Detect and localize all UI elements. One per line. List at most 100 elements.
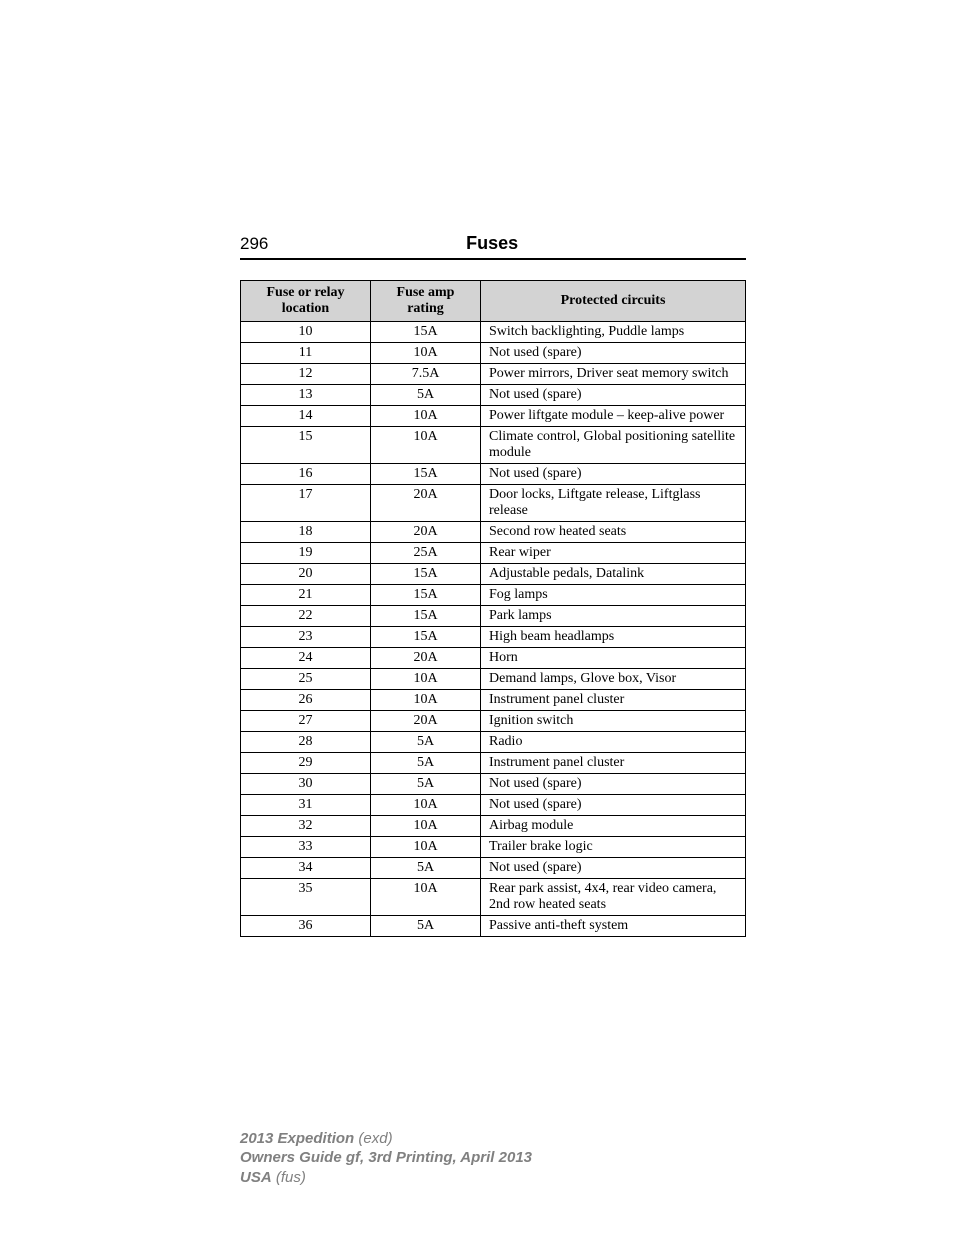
table-row: 1720ADoor locks, Liftgate release, Liftg… <box>241 485 746 522</box>
cell-rating: 10A <box>371 837 481 858</box>
cell-rating: 10A <box>371 879 481 916</box>
cell-location: 10 <box>241 322 371 343</box>
cell-location: 24 <box>241 648 371 669</box>
cell-rating: 10A <box>371 427 481 464</box>
cell-circuits: Not used (spare) <box>481 795 746 816</box>
cell-location: 17 <box>241 485 371 522</box>
cell-location: 28 <box>241 732 371 753</box>
table-row: 3510ARear park assist, 4x4, rear video c… <box>241 879 746 916</box>
cell-rating: 10A <box>371 690 481 711</box>
cell-rating: 20A <box>371 485 481 522</box>
table-row: 1615ANot used (spare) <box>241 464 746 485</box>
cell-location: 26 <box>241 690 371 711</box>
cell-location: 25 <box>241 669 371 690</box>
col-header-location-line2: location <box>282 301 329 316</box>
table-row: 2315AHigh beam headlamps <box>241 627 746 648</box>
cell-location: 34 <box>241 858 371 879</box>
cell-location: 30 <box>241 774 371 795</box>
cell-rating: 10A <box>371 406 481 427</box>
cell-location: 14 <box>241 406 371 427</box>
table-row: 2720AIgnition switch <box>241 711 746 732</box>
cell-circuits: Horn <box>481 648 746 669</box>
cell-circuits: Radio <box>481 732 746 753</box>
table-row: 1820ASecond row heated seats <box>241 522 746 543</box>
cell-circuits: High beam headlamps <box>481 627 746 648</box>
table-row: 3310ATrailer brake logic <box>241 837 746 858</box>
table-row: 1510AClimate control, Global positioning… <box>241 427 746 464</box>
cell-circuits: Instrument panel cluster <box>481 690 746 711</box>
cell-circuits: Airbag module <box>481 816 746 837</box>
cell-circuits: Fog lamps <box>481 585 746 606</box>
table-row: 3110ANot used (spare) <box>241 795 746 816</box>
col-header-rating-line2: rating <box>407 301 444 316</box>
table-row: 1925ARear wiper <box>241 543 746 564</box>
cell-location: 11 <box>241 343 371 364</box>
fuse-table: Fuse or relay location Fuse amp rating P… <box>240 280 746 937</box>
cell-rating: 20A <box>371 522 481 543</box>
table-row: 365APassive anti-theft system <box>241 916 746 937</box>
cell-location: 33 <box>241 837 371 858</box>
cell-location: 27 <box>241 711 371 732</box>
table-row: 127.5APower mirrors, Driver seat memory … <box>241 364 746 385</box>
cell-location: 13 <box>241 385 371 406</box>
cell-rating: 20A <box>371 648 481 669</box>
cell-location: 22 <box>241 606 371 627</box>
cell-location: 35 <box>241 879 371 916</box>
cell-rating: 15A <box>371 564 481 585</box>
table-row: 285ARadio <box>241 732 746 753</box>
table-header: Fuse or relay location Fuse amp rating P… <box>241 281 746 322</box>
cell-circuits: Not used (spare) <box>481 858 746 879</box>
table-header-row: Fuse or relay location Fuse amp rating P… <box>241 281 746 322</box>
cell-circuits: Trailer brake logic <box>481 837 746 858</box>
cell-rating: 10A <box>371 669 481 690</box>
page-header: 296 Fuses <box>240 233 746 260</box>
cell-location: 23 <box>241 627 371 648</box>
cell-circuits: Second row heated seats <box>481 522 746 543</box>
table-row: 305ANot used (spare) <box>241 774 746 795</box>
table-row: 2115AFog lamps <box>241 585 746 606</box>
cell-rating: 10A <box>371 343 481 364</box>
table-row: 2610AInstrument panel cluster <box>241 690 746 711</box>
col-header-location: Fuse or relay location <box>241 281 371 322</box>
cell-circuits: Power liftgate module – keep-alive power <box>481 406 746 427</box>
col-header-circuits-line1: Protected circuits <box>561 293 666 308</box>
cell-circuits: Adjustable pedals, Datalink <box>481 564 746 585</box>
footer-line1: 2013 Expedition (exd) <box>240 1129 532 1149</box>
footer-line2: Owners Guide gf, 3rd Printing, April 201… <box>240 1148 532 1168</box>
cell-location: 21 <box>241 585 371 606</box>
cell-circuits: Rear wiper <box>481 543 746 564</box>
col-header-rating-line1: Fuse amp <box>397 285 455 300</box>
cell-circuits: Passive anti-theft system <box>481 916 746 937</box>
table-row: 2510ADemand lamps, Glove box, Visor <box>241 669 746 690</box>
cell-rating: 5A <box>371 732 481 753</box>
cell-location: 29 <box>241 753 371 774</box>
cell-circuits: Power mirrors, Driver seat memory switch <box>481 364 746 385</box>
table-row: 345ANot used (spare) <box>241 858 746 879</box>
page-footer: 2013 Expedition (exd) Owners Guide gf, 3… <box>240 1129 532 1188</box>
table-row: 2420AHorn <box>241 648 746 669</box>
table-row: 3210AAirbag module <box>241 816 746 837</box>
footer-region-code: (fus) <box>272 1169 306 1186</box>
cell-rating: 5A <box>371 858 481 879</box>
table-body: 1015ASwitch backlighting, Puddle lamps11… <box>241 322 746 937</box>
cell-rating: 5A <box>371 753 481 774</box>
cell-circuits: Instrument panel cluster <box>481 753 746 774</box>
footer-model-code: (exd) <box>354 1130 392 1147</box>
table-row: 1410APower liftgate module – keep-alive … <box>241 406 746 427</box>
cell-circuits: Rear park assist, 4x4, rear video camera… <box>481 879 746 916</box>
table-row: 135ANot used (spare) <box>241 385 746 406</box>
col-header-circuits: Protected circuits <box>481 281 746 322</box>
cell-rating: 15A <box>371 464 481 485</box>
cell-rating: 7.5A <box>371 364 481 385</box>
cell-circuits: Switch backlighting, Puddle lamps <box>481 322 746 343</box>
table-row: 1015ASwitch backlighting, Puddle lamps <box>241 322 746 343</box>
section-title: Fuses <box>238 233 746 254</box>
cell-location: 16 <box>241 464 371 485</box>
cell-location: 15 <box>241 427 371 464</box>
footer-line3: USA (fus) <box>240 1168 532 1188</box>
cell-circuits: Door locks, Liftgate release, Liftglass … <box>481 485 746 522</box>
cell-circuits: Not used (spare) <box>481 343 746 364</box>
cell-circuits: Not used (spare) <box>481 385 746 406</box>
cell-rating: 15A <box>371 585 481 606</box>
cell-location: 20 <box>241 564 371 585</box>
